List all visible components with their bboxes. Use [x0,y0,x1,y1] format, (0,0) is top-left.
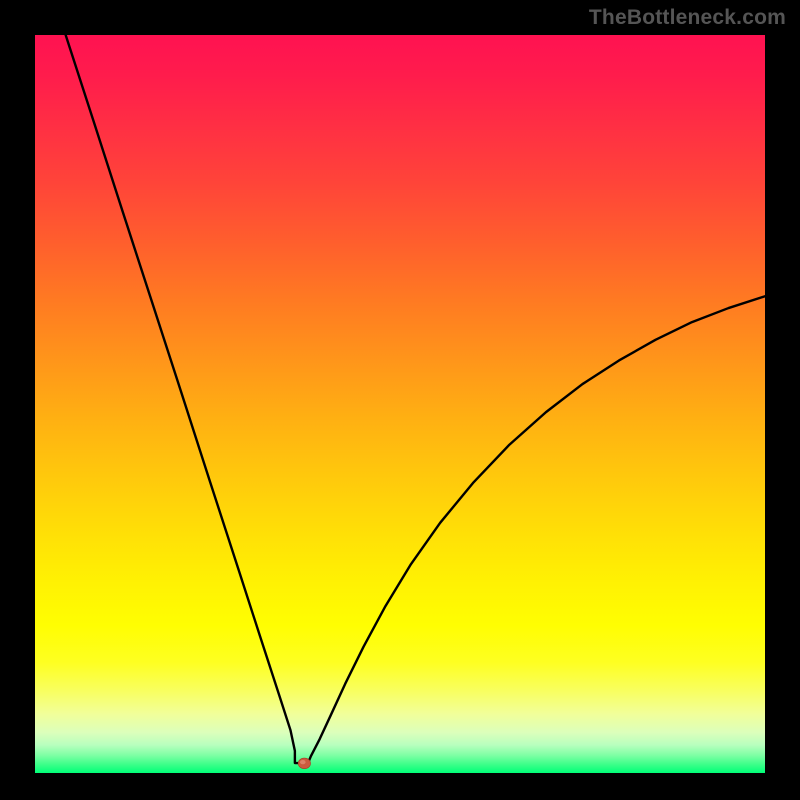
gradient-background [35,35,765,773]
plot-area [35,35,765,773]
chart-outer-frame: TheBottleneck.com [0,0,800,800]
watermark-text: TheBottleneck.com [589,6,786,30]
bottleneck-chart [35,35,765,773]
vertex-marker [298,758,310,769]
